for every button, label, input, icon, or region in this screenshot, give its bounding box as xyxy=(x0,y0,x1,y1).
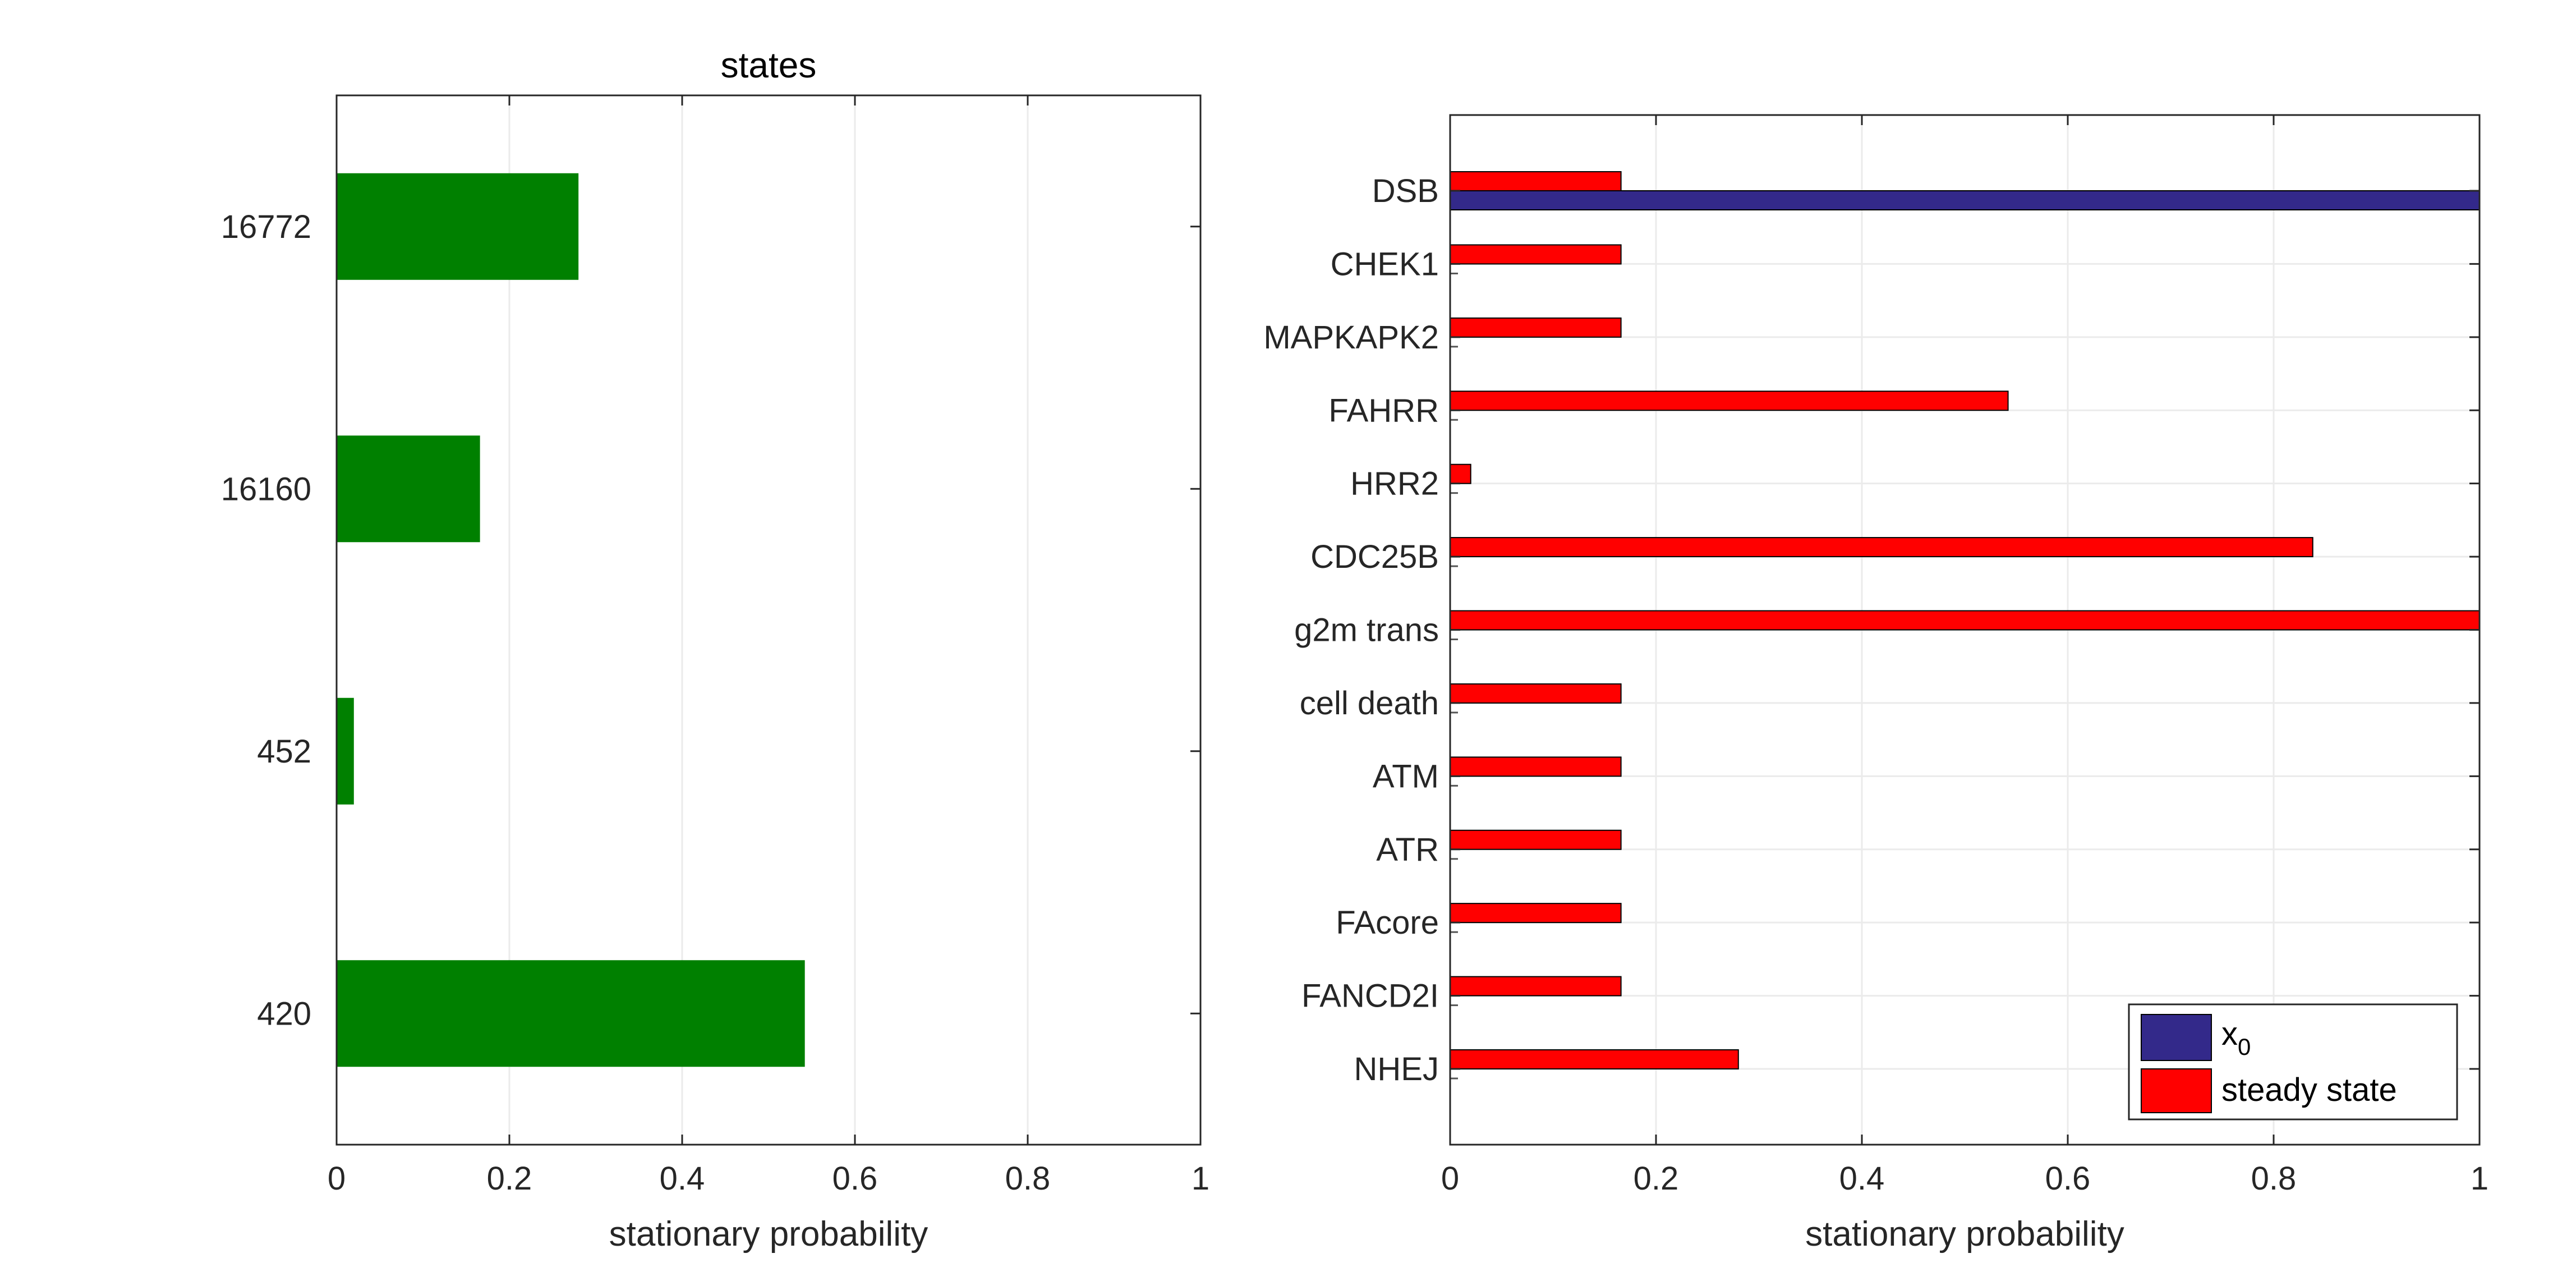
nodes-chart-y-tick-label: FAcore xyxy=(1336,904,1439,941)
legend-swatch-x0 xyxy=(2141,1014,2212,1061)
nodes-chart-bar-x0 xyxy=(1450,190,2480,210)
nodes-chart-bar-steady-state xyxy=(1450,829,1622,850)
nodes-chart-x-axis-label: stationary probability xyxy=(1805,1215,2124,1254)
nodes-chart-y-tick-label: ATM xyxy=(1373,758,1439,795)
nodes-chart-y-tick-label: CDC25B xyxy=(1310,539,1439,575)
states-chart-bars xyxy=(337,173,805,1067)
nodes-chart-y-tick-label: FAHRR xyxy=(1328,392,1439,429)
nodes-chart-x-tick-label: 1 xyxy=(2471,1160,2488,1197)
nodes-chart-bar-steady-state xyxy=(1450,903,1622,924)
nodes-chart-y-tick-label: CHEK1 xyxy=(1331,246,1439,282)
nodes-chart-bar-steady-state xyxy=(1450,244,1622,265)
nodes-chart-bar-steady-state xyxy=(1450,463,1471,484)
nodes-chart-y-tick-label: MAPKAPK2 xyxy=(1263,319,1439,356)
states-chart-y-tick-label: 420 xyxy=(257,995,311,1032)
nodes-chart-bar-steady-state xyxy=(1450,391,2009,411)
states-chart-title: states xyxy=(721,45,817,85)
nodes-chart-x-tick-label: 0.2 xyxy=(1634,1160,1679,1197)
nodes-chart-x-tick-labels: 0 0.2 0.4 0.6 0.8 1 xyxy=(1441,1160,2488,1197)
nodes-chart-bar-steady-state xyxy=(1450,610,2480,631)
nodes-chart: 0 0.2 0.4 0.6 0.8 1 DSB CHEK1 MAPKAPK2 FAHRR HRR2… xyxy=(1263,114,2488,1254)
legend-entry-x0-subscript: 0 xyxy=(2238,1034,2251,1060)
nodes-chart-ticks xyxy=(1449,115,2481,1145)
states-chart-x-axis-label: stationary probability xyxy=(609,1215,928,1254)
states-chart-x-tick-labels: 0 0.2 0.4 0.6 0.8 1 xyxy=(328,1160,1209,1197)
states-chart: 0 0.2 0.4 0.6 0.8 1 16772 16160 452 420 states s… xyxy=(221,45,1209,1254)
states-chart-y-tick-label: 452 xyxy=(257,733,311,770)
nodes-chart-x-tick-label: 0.6 xyxy=(2045,1160,2091,1197)
legend-entry-x0-name: x xyxy=(2221,1016,2238,1052)
states-chart-x-tick-label: 0.6 xyxy=(832,1160,878,1197)
nodes-chart-bar-steady-state xyxy=(1450,756,1622,777)
nodes-chart-bar-steady-state xyxy=(1450,171,1622,191)
states-chart-ticks xyxy=(335,95,1202,1145)
legend: x0 steady state xyxy=(2128,1003,2458,1121)
nodes-chart-y-tick-label: DSB xyxy=(1372,173,1439,209)
nodes-chart-y-tick-label: g2m trans xyxy=(1294,612,1439,649)
nodes-chart-y-tick-label: FANCD2I xyxy=(1301,978,1439,1014)
states-chart-bar-16772 xyxy=(337,173,579,280)
nodes-chart-bar-steady-state xyxy=(1450,976,1622,997)
nodes-chart-x-tick-label: 0 xyxy=(1441,1160,1459,1197)
states-chart-x-tick-label: 0.2 xyxy=(487,1160,532,1197)
states-chart-bar-16160 xyxy=(337,435,480,543)
nodes-chart-bar-steady-state xyxy=(1450,683,1622,704)
legend-swatch-steady-state xyxy=(2141,1068,2212,1113)
nodes-chart-x-tick-label: 0.4 xyxy=(1839,1160,1885,1197)
states-chart-y-tick-label: 16160 xyxy=(221,471,311,507)
nodes-chart-x-tick-label: 0.8 xyxy=(2251,1160,2297,1197)
states-chart-x-tick-label: 0.4 xyxy=(660,1160,705,1197)
states-chart-frame xyxy=(335,94,1202,1146)
states-chart-y-tick-labels: 16772 16160 452 420 xyxy=(221,209,311,1032)
nodes-chart-bar-steady-state xyxy=(1450,317,1622,338)
legend-entry-x0: x0 xyxy=(2221,1016,2251,1060)
nodes-chart-y-tick-label: HRR2 xyxy=(1350,466,1439,502)
states-chart-x-tick-label: 0.8 xyxy=(1005,1160,1051,1197)
states-chart-bar-452 xyxy=(337,697,354,805)
nodes-chart-y-tick-label: NHEJ xyxy=(1354,1051,1439,1087)
states-chart-bar-420 xyxy=(337,960,805,1067)
nodes-chart-bar-steady-state xyxy=(1450,1049,1739,1069)
states-chart-x-tick-label: 0 xyxy=(328,1160,346,1197)
nodes-chart-y-tick-labels: DSB CHEK1 MAPKAPK2 FAHRR HRR2 CDC25B g2m trans… xyxy=(1263,173,1439,1087)
nodes-chart-bars xyxy=(1450,171,2480,1080)
legend-entry-steady-state: steady state xyxy=(2221,1072,2397,1108)
nodes-chart-y-tick-label: ATR xyxy=(1376,832,1439,868)
nodes-chart-y-tick-label: cell death xyxy=(1300,685,1439,722)
states-chart-y-tick-label: 16772 xyxy=(221,209,311,245)
states-chart-x-tick-label: 1 xyxy=(1192,1160,1209,1197)
nodes-chart-bar-steady-state xyxy=(1450,537,2313,558)
